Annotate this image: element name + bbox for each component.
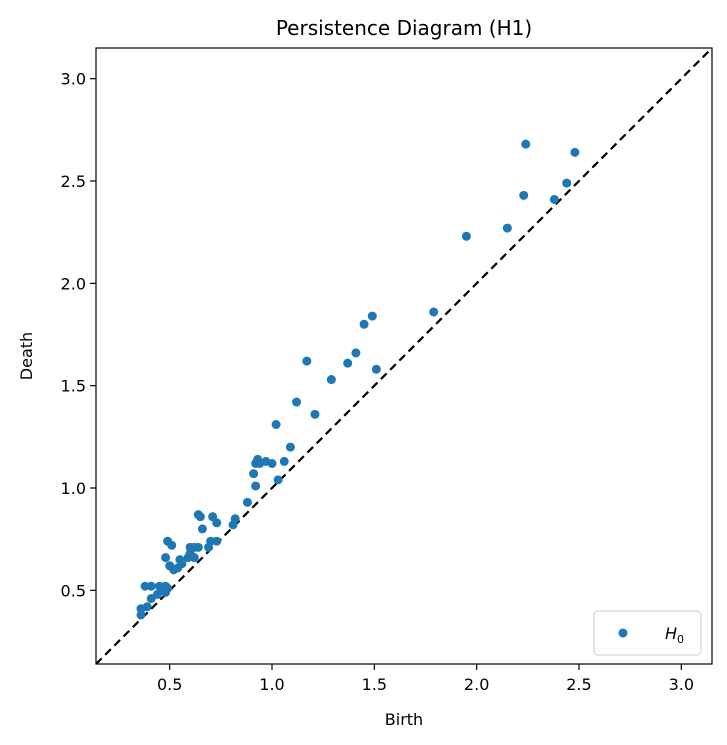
data-point xyxy=(189,553,199,563)
data-point xyxy=(230,514,240,524)
data-point xyxy=(302,356,312,366)
x-tick-label: 1.5 xyxy=(362,675,387,694)
legend-marker xyxy=(618,628,628,638)
data-point xyxy=(161,553,171,563)
data-point xyxy=(193,542,203,552)
x-axis-label: Birth xyxy=(385,710,423,729)
y-tick-label: 1.0 xyxy=(61,479,86,498)
data-point xyxy=(242,497,252,507)
data-point xyxy=(146,581,156,591)
data-point xyxy=(562,178,572,188)
data-point xyxy=(429,307,439,317)
legend-series-subscript: 0 xyxy=(677,633,684,646)
data-point xyxy=(310,409,320,419)
data-point xyxy=(273,475,283,485)
x-tick-label: 0.5 xyxy=(157,675,182,694)
legend-box xyxy=(593,610,702,656)
data-point xyxy=(371,364,381,374)
data-point xyxy=(212,536,222,546)
diagonal-line xyxy=(96,48,712,664)
data-point xyxy=(502,223,512,233)
data-point xyxy=(167,540,177,550)
x-tick-label: 2.5 xyxy=(566,675,591,694)
data-point xyxy=(195,512,205,522)
data-point xyxy=(177,559,187,569)
data-point xyxy=(351,348,361,358)
y-axis-label: Death xyxy=(17,332,36,380)
y-tick-label: 3.0 xyxy=(61,70,86,89)
data-point xyxy=(251,481,261,491)
data-point xyxy=(326,375,336,385)
data-point xyxy=(519,190,529,200)
chart-title: Persistence Diagram (H1) xyxy=(276,16,532,40)
data-point xyxy=(359,319,369,329)
x-tick-label: 3.0 xyxy=(669,675,694,694)
data-point xyxy=(570,147,580,157)
data-point xyxy=(292,397,302,407)
y-tick-label: 2.5 xyxy=(61,172,86,191)
legend: H0 xyxy=(593,610,702,656)
data-point xyxy=(212,518,222,528)
x-tick-label: 2.0 xyxy=(464,675,489,694)
data-point xyxy=(142,602,152,612)
data-point xyxy=(267,458,277,468)
data-point xyxy=(271,420,281,430)
y-tick-label: 0.5 xyxy=(61,581,86,600)
y-tick-label: 2.0 xyxy=(61,274,86,293)
legend-label: H0 xyxy=(665,624,684,646)
data-point xyxy=(461,231,471,241)
data-point xyxy=(197,524,207,534)
legend-series-name: H xyxy=(665,624,677,643)
y-tick-label: 1.5 xyxy=(61,377,86,396)
data-point xyxy=(549,194,559,204)
data-point xyxy=(343,358,353,368)
plot-frame xyxy=(95,47,713,665)
data-point xyxy=(521,139,531,149)
data-point xyxy=(249,469,259,479)
data-point xyxy=(163,583,173,593)
data-point xyxy=(285,442,295,452)
x-tick-label: 1.0 xyxy=(259,675,284,694)
data-point xyxy=(367,311,377,321)
data-point xyxy=(279,456,289,466)
